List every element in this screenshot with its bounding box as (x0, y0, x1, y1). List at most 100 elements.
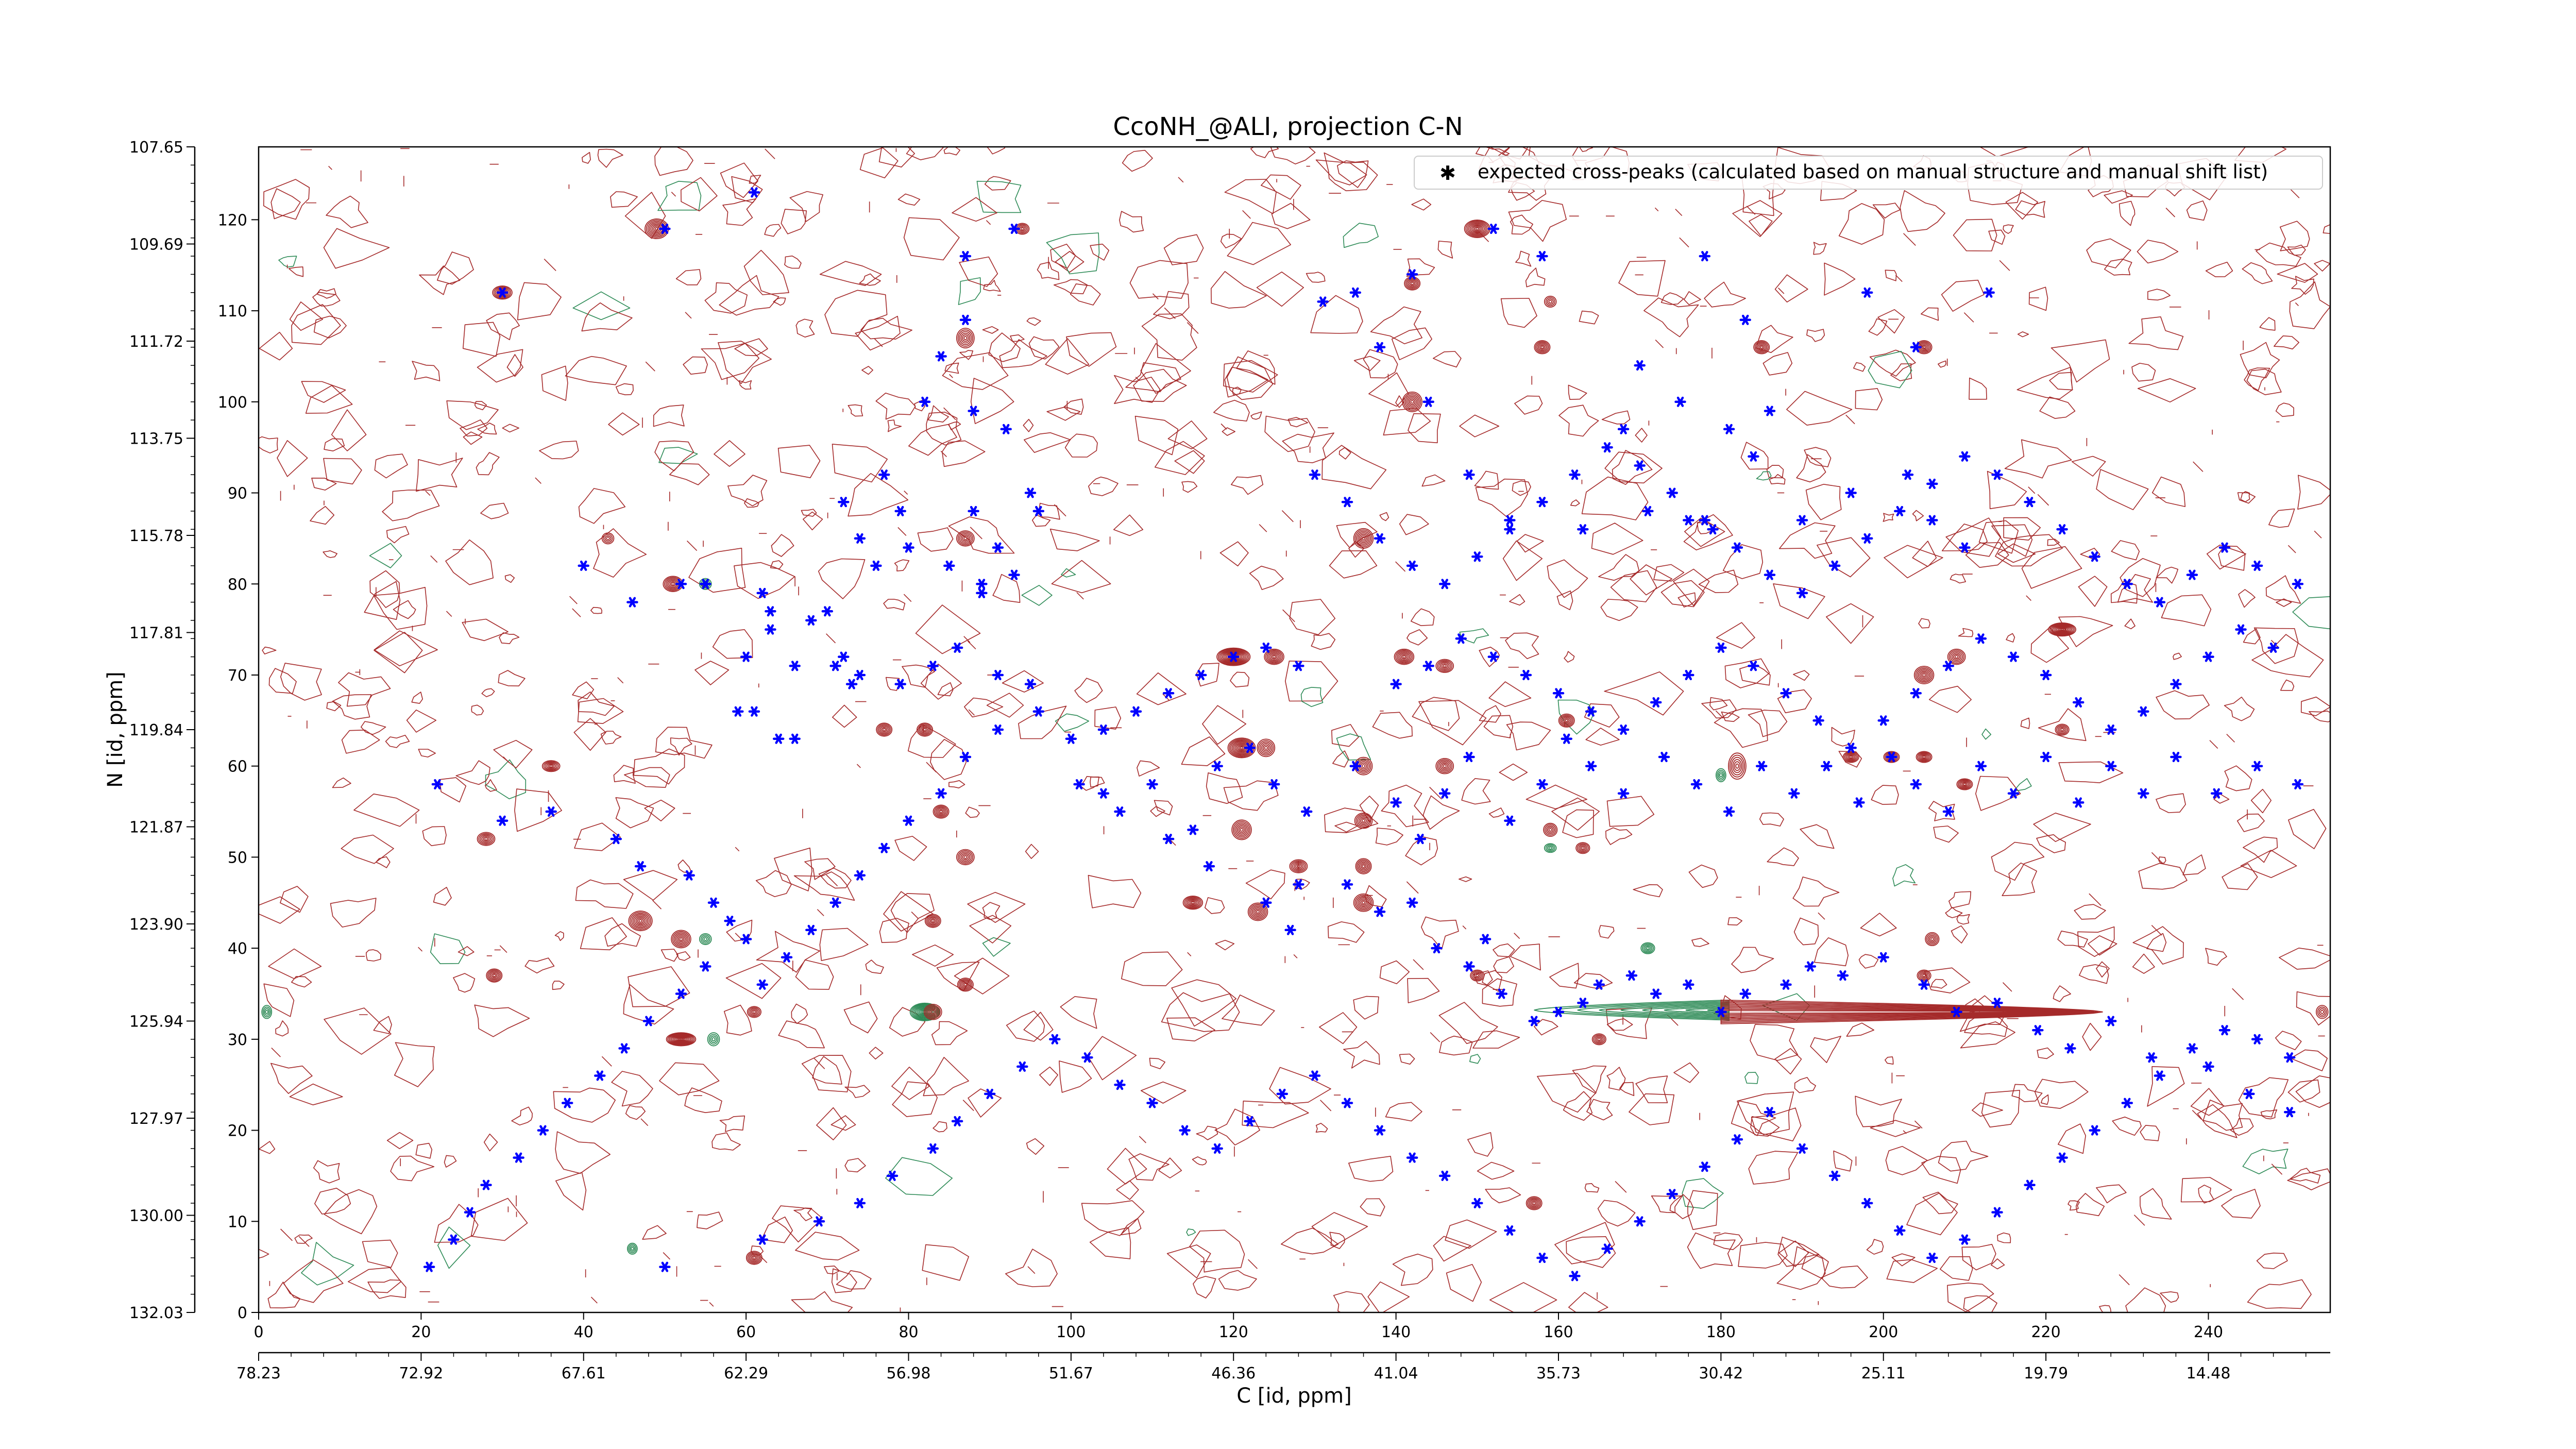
positive-peak-contour (1472, 971, 1482, 980)
noise-fragment (2271, 1164, 2283, 1175)
positive-peak-contour (654, 227, 659, 231)
noise-contour (611, 1071, 653, 1107)
cross-peak-marker (976, 579, 988, 589)
noise-contour (2323, 224, 2330, 234)
noise-contour (310, 506, 335, 525)
noise-contour (457, 946, 474, 956)
marker-stroke (2091, 551, 2098, 562)
noise-contour (2221, 1189, 2261, 1219)
cross-peak-marker (1845, 743, 1857, 753)
noise-contour (892, 1081, 938, 1117)
marker-stroke (1750, 661, 1757, 671)
noise-contour (1353, 996, 1379, 1020)
noise-contour (958, 277, 981, 305)
positive-peak-contour (670, 1034, 692, 1045)
noise-contour (1579, 310, 1599, 325)
positive-peak-contour (1918, 970, 1930, 981)
noise-contour (1222, 427, 1235, 436)
positive-peak-contour (956, 849, 975, 866)
noise-contour (1600, 599, 1638, 621)
marker-stroke (1839, 970, 1846, 981)
negative-peak-contour (703, 937, 707, 941)
cross-peak-marker (1179, 1125, 1191, 1136)
cross-peak-marker (2202, 651, 2214, 662)
noise-contour (1046, 406, 1081, 421)
marker-stroke (1652, 988, 1659, 999)
noise-contour (2213, 793, 2230, 804)
noise-contour (1610, 570, 1657, 602)
noise-contour (1222, 995, 1275, 1026)
cross-peak-marker (756, 979, 768, 990)
positive-peak-contour (1361, 901, 1366, 905)
noise-contour (581, 302, 633, 332)
noise-contour (2246, 368, 2282, 395)
noise-contour (1319, 1012, 1358, 1044)
noise-contour (2119, 200, 2136, 226)
noise-fragment (856, 764, 861, 768)
marker-stroke (1928, 478, 1936, 489)
positive-peak-contour (2317, 1006, 2327, 1018)
noise-contour (259, 1249, 269, 1259)
marker-stroke (2042, 669, 2049, 681)
noise-contour (471, 704, 484, 716)
cross-peak-marker (886, 1170, 899, 1181)
marker-stroke (1295, 879, 1302, 890)
cross-peak-marker (1569, 1271, 1581, 1282)
cross-peak-marker (1991, 1207, 2003, 1218)
noise-contour (1088, 476, 1118, 496)
marker-stroke (1782, 688, 1790, 699)
noise-contour (552, 981, 565, 990)
cross-peak-marker (903, 815, 914, 826)
positive-peak-contour (1848, 754, 1854, 760)
noise-contour (1731, 1100, 1776, 1136)
cross-peak-marker (1877, 715, 1889, 726)
secondary-x-tick-label: 30.42 (1699, 1364, 1743, 1383)
noise-contour (1633, 884, 1663, 898)
noise-contour (313, 1160, 340, 1184)
marker-stroke (872, 560, 880, 571)
marker-stroke (1148, 779, 1156, 790)
positive-peak-contour (1475, 974, 1479, 978)
cross-peak-marker (1780, 979, 1792, 990)
positive-peak-contour (1406, 396, 1418, 408)
positive-peak-contour (679, 1038, 683, 1040)
positive-peak-contour (1266, 651, 1282, 663)
noise-contour (2292, 596, 2330, 630)
noise-contour (1269, 1067, 1331, 1105)
noise-contour (930, 739, 967, 780)
marker-stroke (807, 615, 815, 626)
noise-contour (860, 317, 912, 340)
noise-contour (1997, 543, 2036, 563)
marker-stroke (986, 1088, 993, 1099)
noise-fragment (874, 338, 883, 347)
cross-peak-marker (2007, 788, 2020, 799)
noise-contour (818, 867, 852, 889)
noise-contour (1975, 776, 2021, 811)
noise-contour (2236, 813, 2265, 832)
positive-peak-contour (1753, 340, 1770, 355)
positive-peak-contour (1395, 650, 1413, 664)
positive-peak-contour (1437, 759, 1453, 773)
cross-peak-marker (1569, 469, 1581, 480)
noise-contour (1991, 841, 2045, 881)
marker-stroke (1717, 1006, 1725, 1017)
positive-peak-contour (1540, 345, 1544, 349)
positive-peak-contour (631, 913, 650, 929)
marker-stroke (937, 351, 945, 362)
noise-contour (1749, 214, 1773, 237)
positive-peak-contour (1361, 764, 1366, 768)
marker-stroke (1571, 469, 1579, 480)
cross-peak-marker (1942, 806, 1955, 817)
noise-contour (659, 1062, 720, 1096)
marker-stroke (1409, 1152, 1416, 1163)
cross-peak-marker (732, 706, 744, 717)
marker-stroke (1831, 560, 1838, 571)
positive-peak-contour (1357, 897, 1370, 908)
cross-peak-marker (838, 497, 850, 508)
noise-contour (1405, 836, 1438, 866)
cross-peak-marker (1390, 797, 1402, 808)
legend-entry-label: expected cross-peaks (calculated based o… (1478, 161, 2268, 183)
plot-area (258, 146, 2331, 1313)
marker-stroke (2075, 697, 2082, 708)
cross-peak-marker (765, 624, 776, 635)
